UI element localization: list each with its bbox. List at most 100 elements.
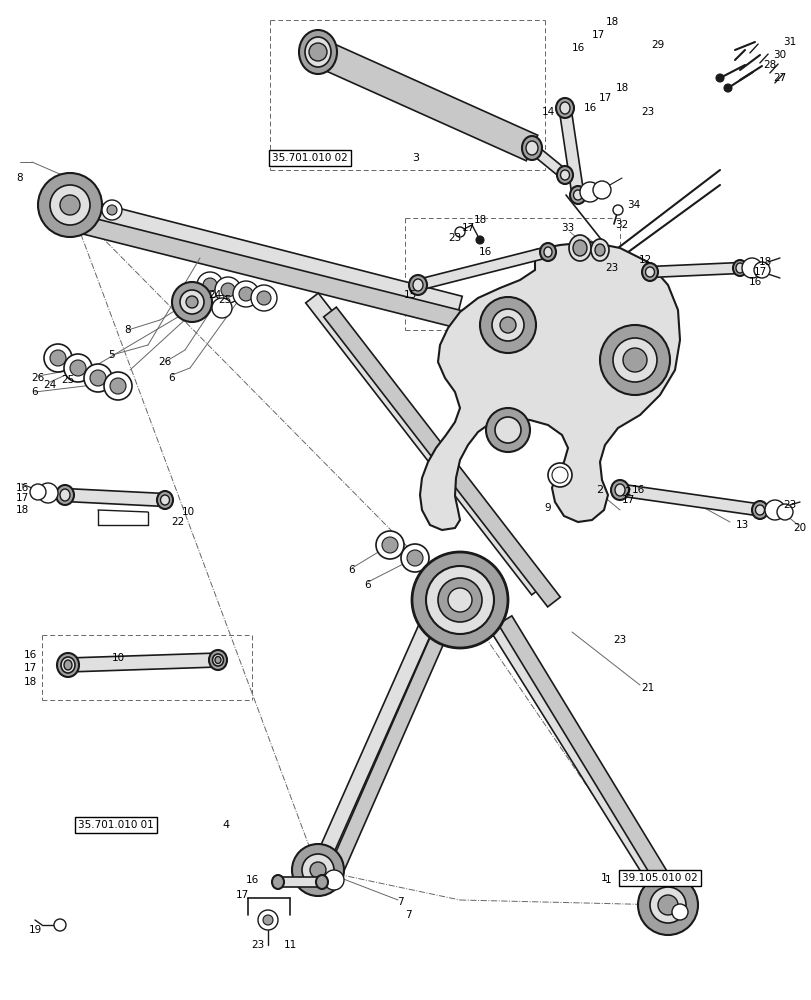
Circle shape (109, 378, 126, 394)
Text: 17: 17 (753, 267, 766, 277)
Circle shape (302, 854, 333, 886)
Text: 23: 23 (605, 263, 618, 273)
Circle shape (197, 272, 223, 298)
Circle shape (622, 348, 646, 372)
Circle shape (491, 309, 523, 341)
Text: 6: 6 (32, 387, 38, 397)
Circle shape (44, 344, 72, 372)
Circle shape (486, 408, 530, 452)
Circle shape (599, 325, 669, 395)
Circle shape (238, 287, 253, 301)
Text: 26: 26 (32, 373, 45, 383)
Text: 35.701.010 02: 35.701.010 02 (272, 153, 347, 163)
Circle shape (411, 552, 508, 648)
Text: 1: 1 (600, 873, 607, 883)
Circle shape (221, 283, 234, 297)
Circle shape (500, 317, 515, 333)
Text: 16: 16 (15, 483, 28, 493)
Text: 18: 18 (615, 83, 628, 93)
Text: 2: 2 (596, 485, 603, 495)
Text: 16: 16 (582, 103, 596, 113)
Ellipse shape (573, 240, 586, 256)
Text: 23: 23 (612, 635, 626, 645)
Text: 7: 7 (397, 897, 403, 907)
Circle shape (479, 297, 535, 353)
Text: 17: 17 (461, 223, 474, 233)
Ellipse shape (569, 235, 590, 261)
Circle shape (30, 484, 46, 500)
Polygon shape (483, 611, 674, 904)
Text: 19: 19 (28, 925, 41, 935)
Circle shape (764, 500, 784, 520)
Circle shape (64, 354, 92, 382)
Ellipse shape (409, 275, 427, 295)
Ellipse shape (556, 166, 573, 184)
Circle shape (172, 282, 212, 322)
Circle shape (448, 588, 471, 612)
Ellipse shape (157, 491, 173, 509)
Text: 17: 17 (598, 93, 611, 103)
Ellipse shape (413, 279, 423, 291)
Ellipse shape (539, 243, 556, 261)
Ellipse shape (305, 37, 331, 67)
Text: 17: 17 (15, 493, 28, 503)
Text: 20: 20 (792, 523, 805, 533)
Text: 2: 2 (624, 487, 630, 497)
Circle shape (233, 281, 259, 307)
Circle shape (310, 862, 325, 878)
Circle shape (84, 364, 112, 392)
Text: 28: 28 (762, 60, 775, 70)
Ellipse shape (315, 875, 328, 889)
Circle shape (180, 290, 204, 314)
Circle shape (375, 531, 404, 559)
Text: 10: 10 (181, 507, 195, 517)
Text: 7: 7 (404, 910, 411, 920)
Circle shape (401, 544, 428, 572)
Text: 14: 14 (541, 107, 554, 117)
Polygon shape (559, 107, 583, 196)
Ellipse shape (735, 263, 743, 273)
Text: 8: 8 (17, 173, 24, 183)
Circle shape (592, 181, 610, 199)
Ellipse shape (560, 170, 569, 180)
Ellipse shape (212, 654, 223, 666)
Text: 16: 16 (478, 247, 491, 257)
Ellipse shape (161, 495, 169, 505)
Ellipse shape (569, 186, 586, 204)
Ellipse shape (614, 484, 624, 496)
Ellipse shape (60, 489, 70, 501)
Text: 34: 34 (627, 200, 640, 210)
Text: 33: 33 (560, 223, 574, 233)
Polygon shape (312, 39, 537, 161)
Text: 16: 16 (24, 650, 36, 660)
Ellipse shape (594, 244, 604, 256)
Circle shape (475, 236, 483, 244)
Ellipse shape (751, 501, 767, 519)
Circle shape (212, 298, 232, 318)
Ellipse shape (560, 102, 569, 114)
Circle shape (612, 338, 656, 382)
Circle shape (637, 875, 697, 935)
Polygon shape (498, 616, 686, 912)
Polygon shape (327, 619, 451, 878)
Ellipse shape (64, 660, 72, 670)
Text: 35.701.010 01: 35.701.010 01 (78, 820, 153, 830)
Polygon shape (416, 247, 549, 290)
Text: 24: 24 (208, 290, 221, 300)
Text: 15: 15 (403, 290, 416, 300)
Ellipse shape (61, 657, 75, 673)
Circle shape (309, 43, 327, 61)
Circle shape (107, 205, 117, 215)
Ellipse shape (215, 656, 221, 664)
Circle shape (90, 370, 106, 386)
Text: 39.105.010 02: 39.105.010 02 (621, 873, 697, 883)
Circle shape (50, 350, 66, 366)
Ellipse shape (645, 267, 654, 277)
Ellipse shape (754, 505, 764, 515)
Ellipse shape (56, 485, 74, 505)
Circle shape (251, 285, 277, 311)
Circle shape (54, 919, 66, 931)
Circle shape (547, 463, 571, 487)
Circle shape (426, 566, 493, 634)
Ellipse shape (590, 239, 608, 261)
